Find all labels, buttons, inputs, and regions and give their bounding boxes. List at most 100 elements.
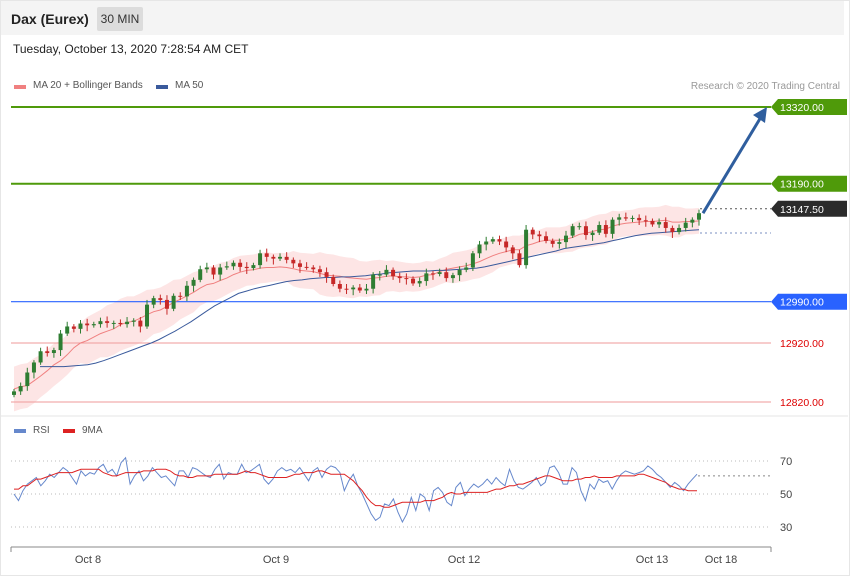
ma50-legend-swatch bbox=[156, 85, 168, 89]
candle-body bbox=[590, 232, 595, 236]
candle-body bbox=[597, 225, 602, 233]
candle-body bbox=[271, 256, 276, 259]
x-tick-label-2: Oct 12 bbox=[448, 554, 480, 566]
candle-body bbox=[191, 279, 196, 286]
level-tag-2 bbox=[771, 200, 847, 217]
candle-body bbox=[204, 267, 209, 270]
x-tick-label-3: Oct 13 bbox=[636, 554, 668, 566]
candle-body bbox=[411, 278, 416, 284]
candle-body bbox=[404, 278, 409, 280]
candle-body bbox=[650, 220, 655, 225]
candle-body bbox=[25, 372, 30, 387]
candle-body bbox=[570, 226, 575, 236]
rsi-ma-legend-swatch bbox=[63, 429, 75, 433]
candle-body bbox=[603, 225, 608, 234]
candle-body bbox=[643, 220, 648, 222]
candle-body bbox=[690, 219, 695, 223]
level-label-1: 13190.00 bbox=[780, 179, 824, 191]
rsi-tick-label-2: 30 bbox=[780, 522, 792, 534]
ma50-legend-label: MA 50 bbox=[175, 80, 204, 91]
candle-body bbox=[683, 222, 688, 228]
candle-body bbox=[178, 295, 183, 297]
ma20-legend-label: MA 20 + Bollinger Bands bbox=[33, 80, 143, 91]
candle-body bbox=[224, 266, 229, 268]
candle-body bbox=[504, 241, 509, 248]
x-tick-label-0: Oct 8 bbox=[75, 554, 101, 566]
timeframe-button[interactable]: 30 MIN bbox=[97, 7, 143, 31]
candle-body bbox=[484, 241, 489, 245]
candle-body bbox=[85, 323, 90, 326]
bollinger-band bbox=[14, 204, 699, 412]
candle-body bbox=[111, 322, 116, 324]
candle-body bbox=[617, 217, 622, 220]
candle-body bbox=[105, 321, 110, 323]
candle-body bbox=[264, 253, 269, 257]
level-label-0: 13320.00 bbox=[780, 102, 824, 114]
candle-body bbox=[297, 263, 302, 267]
candle-body bbox=[457, 269, 462, 276]
candle-body bbox=[677, 227, 682, 233]
timestamp: Tuesday, October 13, 2020 7:28:54 AM CET bbox=[13, 42, 249, 56]
candle-body bbox=[464, 267, 469, 270]
candle-body bbox=[31, 362, 36, 373]
candle-body bbox=[58, 333, 63, 351]
candle-body bbox=[450, 275, 455, 279]
candle-body bbox=[470, 253, 475, 268]
candle-body bbox=[437, 272, 442, 274]
x-tick-label-4: Oct 18 bbox=[705, 554, 737, 566]
candle-body bbox=[391, 269, 396, 277]
candle-body bbox=[98, 321, 103, 325]
candle-body bbox=[351, 287, 356, 290]
candle-body bbox=[424, 273, 429, 282]
candle-body bbox=[364, 288, 369, 291]
candle-body bbox=[384, 269, 389, 275]
candle-body bbox=[444, 272, 449, 279]
candle-body bbox=[670, 227, 675, 233]
level-label-5: 12820.00 bbox=[780, 397, 824, 409]
candle-body bbox=[238, 262, 243, 267]
candle-body bbox=[18, 386, 23, 392]
rsi-series-ma bbox=[14, 468, 697, 508]
candle-body bbox=[171, 295, 176, 309]
instrument-title: Dax (Eurex) bbox=[11, 11, 89, 27]
rsi-series-main bbox=[13, 456, 698, 524]
candle-body bbox=[477, 244, 482, 254]
candle-body bbox=[258, 253, 263, 266]
candle-body bbox=[231, 262, 236, 267]
candle-body bbox=[78, 323, 83, 329]
candle-body bbox=[131, 320, 136, 322]
candle-body bbox=[65, 326, 70, 334]
candle-body bbox=[184, 285, 189, 297]
candle-body bbox=[430, 273, 435, 275]
candle-body bbox=[251, 265, 256, 269]
candle-body bbox=[218, 267, 223, 275]
candle-body bbox=[630, 217, 635, 219]
candle-body bbox=[577, 226, 582, 228]
candle-body bbox=[311, 267, 316, 270]
candle-body bbox=[697, 213, 701, 220]
candle-body bbox=[125, 321, 130, 325]
level-tag-3 bbox=[771, 293, 847, 310]
candle-body bbox=[537, 234, 542, 237]
candle-body bbox=[377, 274, 382, 276]
candle-body bbox=[164, 299, 169, 309]
candle-body bbox=[583, 226, 588, 236]
candle-body bbox=[637, 217, 642, 221]
candle-body bbox=[244, 266, 249, 269]
candle-body bbox=[530, 229, 535, 235]
candle-body bbox=[517, 253, 522, 266]
candle-body bbox=[657, 222, 662, 225]
candle-body bbox=[71, 326, 76, 329]
rsi-legend-label: RSI bbox=[33, 425, 50, 436]
rsi-tick-label-0: 70 bbox=[780, 456, 792, 468]
level-tag-1 bbox=[771, 175, 847, 192]
candle-body bbox=[344, 288, 349, 290]
candle-body bbox=[357, 287, 362, 291]
candle-body bbox=[544, 236, 549, 241]
candle-body bbox=[663, 222, 668, 228]
candle-body bbox=[417, 281, 422, 284]
x-tick-label-1: Oct 9 bbox=[263, 554, 289, 566]
target-arrow-shaft bbox=[701, 116, 763, 214]
candle-body bbox=[557, 242, 562, 244]
